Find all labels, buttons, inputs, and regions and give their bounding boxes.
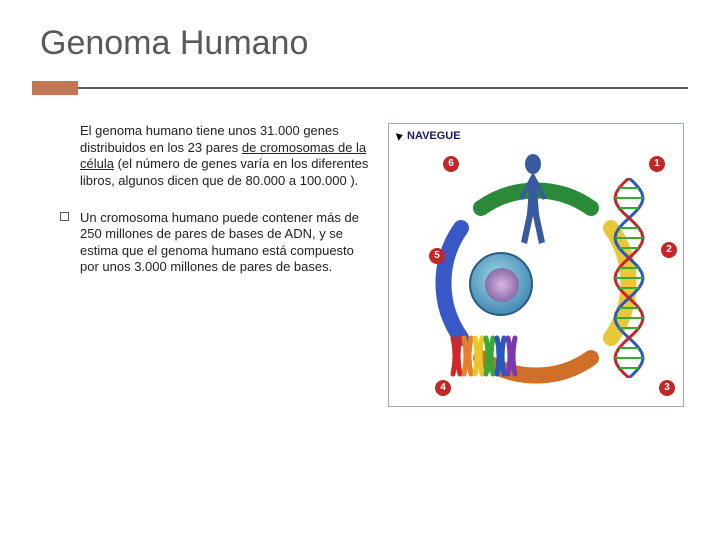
paragraph-1-text: El genoma humano tiene unos 31.000 genes… <box>80 123 368 188</box>
cell-illustration <box>469 252 533 316</box>
navigate-label: NAVEGUE <box>397 130 461 142</box>
paragraph-2: Un cromosoma humano puede contener más d… <box>60 210 370 277</box>
cell-nucleus <box>485 268 519 302</box>
slide-title: Genoma Humano <box>40 24 688 63</box>
cursor-icon <box>396 131 404 141</box>
accent-block <box>32 81 78 95</box>
paragraph-2-text: Un cromosoma humano puede contener más d… <box>80 210 359 275</box>
marker-1[interactable]: 1 <box>649 156 665 172</box>
navigate-text: NAVEGUE <box>407 130 461 142</box>
human-figure <box>507 154 559 246</box>
marker-4[interactable]: 4 <box>435 380 451 396</box>
dna-helix <box>607 178 651 378</box>
paragraph-1: El genoma humano tiene unos 31.000 genes… <box>60 123 370 190</box>
marker-5[interactable]: 5 <box>429 248 445 264</box>
chromosome-set <box>449 334 521 378</box>
bullet-icon <box>60 212 69 221</box>
title-underline <box>32 81 688 95</box>
text-column: El genoma humano tiene unos 31.000 genes… <box>60 123 370 407</box>
arc-left <box>443 228 461 338</box>
marker-3[interactable]: 3 <box>659 380 675 396</box>
marker-2[interactable]: 2 <box>661 242 677 258</box>
marker-6[interactable]: 6 <box>443 156 459 172</box>
genome-cycle-diagram: NAVEGUE <box>388 123 684 407</box>
underline-bar <box>78 87 688 89</box>
